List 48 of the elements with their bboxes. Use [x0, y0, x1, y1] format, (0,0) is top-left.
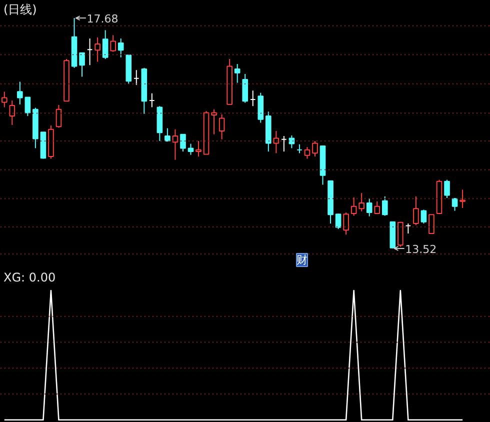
- candlestick: [86, 38, 93, 66]
- candlestick: [343, 212, 349, 236]
- candlestick: [420, 209, 427, 224]
- candlestick: [180, 134, 186, 152]
- candlestick: [24, 96, 31, 117]
- candlestick: [273, 130, 280, 154]
- candlestick: [366, 198, 372, 217]
- candlestick: [234, 63, 240, 84]
- candlestick: [133, 70, 140, 86]
- candlestick: [288, 134, 295, 149]
- candlestick: [149, 92, 155, 108]
- chart-title: (日线): [4, 2, 37, 16]
- candlestick: [9, 100, 16, 126]
- candlestick: [405, 223, 412, 234]
- candlestick: [258, 92, 264, 124]
- annotation: 17.68: [86, 12, 118, 26]
- text: 财: [296, 254, 308, 266]
- candlestick: [312, 140, 318, 157]
- candlestick: [413, 196, 419, 226]
- candlestick: [250, 90, 256, 107]
- candlestick: [452, 198, 458, 212]
- candlestick: [102, 30, 108, 60]
- candlestick: [460, 189, 466, 209]
- candlestick: [444, 179, 450, 199]
- candlestick: [218, 114, 225, 140]
- candlestick: [17, 81, 23, 105]
- candlestick: [428, 214, 434, 234]
- candlestick: [350, 196, 357, 216]
- candlestick: [358, 192, 364, 212]
- candlestick: [304, 146, 310, 160]
- candlestick: [79, 52, 85, 78]
- candlestick: [118, 38, 124, 58]
- candlestick: [196, 140, 202, 157]
- candlestick: [374, 200, 380, 215]
- candlestick: [110, 34, 116, 52]
- candlestick: [211, 108, 217, 135]
- candlestick: [188, 143, 194, 156]
- candlestick: [281, 136, 287, 152]
- candlestick: [242, 73, 248, 104]
- candlestick: [382, 196, 388, 216]
- annotation: 13.52: [405, 242, 437, 256]
- candlestick: [94, 36, 100, 62]
- candlestick: [335, 213, 342, 230]
- candlestick: [164, 128, 170, 142]
- candlestick: [398, 221, 404, 248]
- candlestick: [56, 104, 62, 128]
- chart-title: XG: 0.00: [4, 270, 56, 284]
- candlestick: [172, 128, 178, 160]
